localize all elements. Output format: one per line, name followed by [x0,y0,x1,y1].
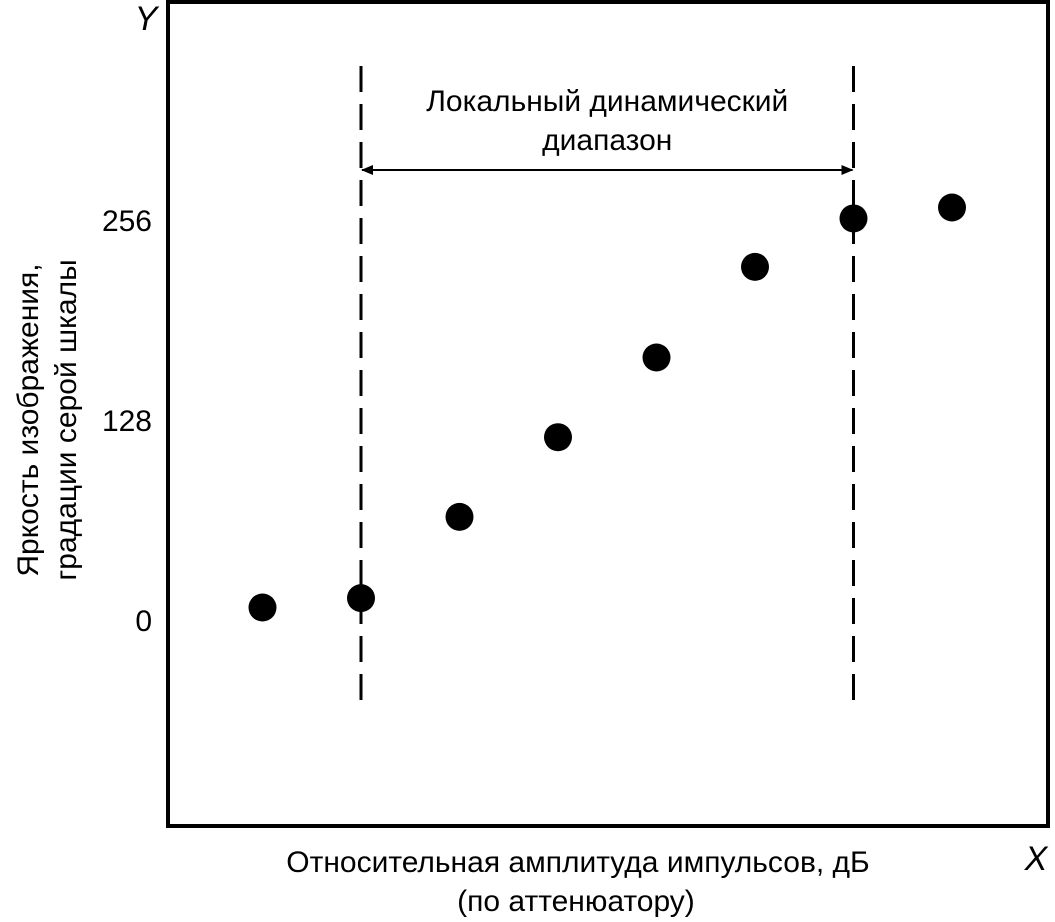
range-label-line1: Локальный динамический [426,85,788,118]
data-point [741,252,769,281]
plot-frame [166,0,1050,828]
y-tick-labels: 0 128 256 [102,205,152,638]
data-point [544,423,572,452]
data-point [642,343,671,372]
y-tick-label: 128 [102,405,152,438]
y-tick-label: 256 [102,205,152,238]
range-label-line2: диапазон [542,124,672,157]
x-axis-letter: X [1024,840,1049,878]
data-point [938,193,966,222]
y-axis-letter: Y [135,0,160,38]
x-axis-title-line2: (по аттенюатору) [457,885,695,918]
data-point [248,593,277,622]
data-point [445,502,474,531]
data-point [839,204,868,233]
y-axis-title-line2: градации серой шкалы [50,259,83,580]
x-axis-title-line1: Относительная амплитуда импульсов, дБ [286,846,870,879]
y-tick-label: 0 [135,605,152,638]
data-point [347,584,375,613]
y-axis-title-line1: Яркость изображения, [12,263,45,576]
data-points [248,193,966,622]
